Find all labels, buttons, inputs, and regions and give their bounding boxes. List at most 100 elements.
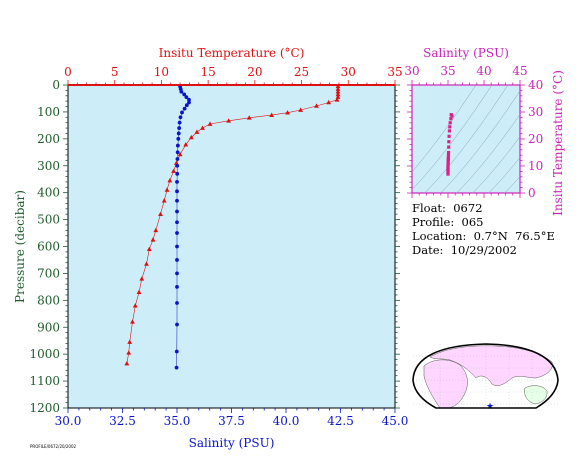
- temperature-point: [124, 360, 130, 366]
- temperature-point: [246, 115, 252, 120]
- pressure-tick-label: 700: [37, 266, 60, 280]
- pressure-tick-label: 1000: [29, 347, 60, 361]
- ts-point: [448, 125, 452, 129]
- pressure-tick-label: 300: [37, 159, 60, 173]
- salinity-axis-label: Salinity (PSU): [189, 436, 275, 450]
- salinity-point: [175, 171, 180, 176]
- temperature-point: [139, 276, 145, 281]
- pressure-tick-label: 0: [52, 78, 60, 92]
- temperature-point: [126, 350, 132, 355]
- temperature-point: [298, 107, 304, 112]
- pressure-axis-label: Pressure (decibar): [13, 190, 27, 303]
- density-contour: [440, 90, 520, 193]
- date: Date: 10/29/2002: [412, 243, 517, 257]
- pressure-tick-label: 800: [37, 293, 60, 307]
- ts-temperature-axis-label: Insitu Temperature (°C): [551, 70, 565, 216]
- location-map: ★: [412, 343, 559, 412]
- salinity-point: [187, 97, 191, 102]
- salinity-point: [175, 231, 179, 235]
- temperature-point: [171, 168, 176, 173]
- ts-point: [448, 121, 452, 125]
- temperature-point: [335, 86, 341, 91]
- ts-salinity-tick-label: 30: [404, 64, 419, 78]
- temperature-point: [173, 160, 179, 165]
- temperature-tick-label: 35: [387, 65, 402, 79]
- main-plot-area: [67, 84, 396, 409]
- salinity-point: [174, 365, 179, 370]
- salinity-point: [175, 150, 180, 155]
- float-location-marker: ★: [486, 402, 494, 412]
- temperature-point: [314, 103, 319, 108]
- pressure-tick-label: 600: [37, 240, 60, 254]
- ts-point: [449, 117, 453, 121]
- temperature-profile-line: [126, 86, 339, 364]
- salinity-markers: [174, 84, 191, 370]
- pressure-tick-label: 900: [37, 320, 60, 334]
- temperature-point: [144, 261, 149, 266]
- ts-point: [446, 150, 451, 155]
- pressure-axis-ticks: 0 100 200 300 400 500 600 700 800 900 1000 1100 1200: [29, 78, 400, 415]
- ts-salinity-axis-label: Salinity (PSU): [423, 46, 509, 60]
- salinity-point: [178, 115, 183, 120]
- salinity-point: [182, 92, 187, 97]
- float-info-panel: Float: 0672 Profile: 065 Location: 0.7°N…: [412, 201, 555, 257]
- ts-temperature-tick-label: 20: [528, 132, 543, 146]
- temperature-tick-label: 25: [294, 65, 309, 79]
- ts-point: [446, 172, 450, 176]
- ts-salinity-tick-label: 40: [476, 64, 491, 78]
- ts-point: [446, 153, 451, 157]
- pressure-tick-label: 100: [37, 105, 60, 119]
- temperature-point: [161, 198, 167, 203]
- salinity-tick-label: 30.0: [55, 414, 82, 428]
- profile-stamp: PROFILE/0672/20/2002: [30, 444, 77, 449]
- temperature-markers: [124, 83, 341, 366]
- salinity-point: [176, 136, 181, 141]
- temperature-point: [167, 177, 173, 183]
- ts-temperature-tick-label: 10: [528, 159, 543, 173]
- temperature-point: [127, 339, 133, 344]
- temperature-point: [334, 97, 340, 102]
- temperature-point: [326, 99, 332, 105]
- map-land-eurasia: [429, 345, 553, 386]
- temperature-point: [183, 142, 189, 147]
- temperature-tick-label: 10: [154, 65, 169, 79]
- temperature-point: [146, 246, 152, 251]
- temperature-axis-ticks: 0 5 10 15 20 25 30 35: [64, 65, 403, 86]
- location: Location: 0.7°N 76.5°E: [412, 229, 555, 243]
- temperature-point: [200, 125, 205, 130]
- salinity-point: [180, 110, 184, 115]
- salinity-tick-label: 35.0: [164, 414, 191, 428]
- pressure-tick-label: 1100: [29, 374, 60, 388]
- ts-markers: [446, 113, 454, 176]
- salinity-axis-ticks: 30.0 32.5 35.0 37.5 40.0 42.5 45.0: [55, 408, 408, 428]
- pressure-tick-label: 500: [37, 213, 60, 227]
- density-contour: [472, 136, 520, 193]
- temperature-point: [335, 89, 341, 94]
- temperature-point: [177, 151, 183, 157]
- ts-point: [447, 140, 451, 144]
- temperature-tick-label: 15: [201, 65, 216, 79]
- salinity-point: [175, 244, 179, 249]
- pressure-tick-label: 1200: [29, 401, 60, 415]
- salinity-point: [179, 89, 184, 94]
- salinity-point: [175, 258, 179, 262]
- ts-point: [450, 114, 454, 118]
- salinity-point: [177, 120, 182, 125]
- ts-temperature-tick-label: 40: [528, 78, 543, 92]
- pressure-tick-label: 400: [37, 186, 60, 200]
- temperature-point: [269, 112, 275, 117]
- salinity-point: [175, 209, 179, 214]
- temperature-tick-label: 30: [341, 65, 356, 79]
- temperature-tick-label: 20: [247, 65, 262, 79]
- profile-id: Profile: 065: [412, 215, 484, 229]
- temperature-point: [226, 118, 232, 123]
- ts-point: [447, 145, 451, 149]
- density-contour: [424, 85, 509, 193]
- map-land-africa: [423, 359, 468, 409]
- density-contour: [412, 85, 477, 173]
- salinity-point: [175, 271, 179, 276]
- map-border: [412, 343, 559, 409]
- salinity-point: [175, 157, 180, 161]
- salinity-tick-label: 40.0: [273, 414, 300, 428]
